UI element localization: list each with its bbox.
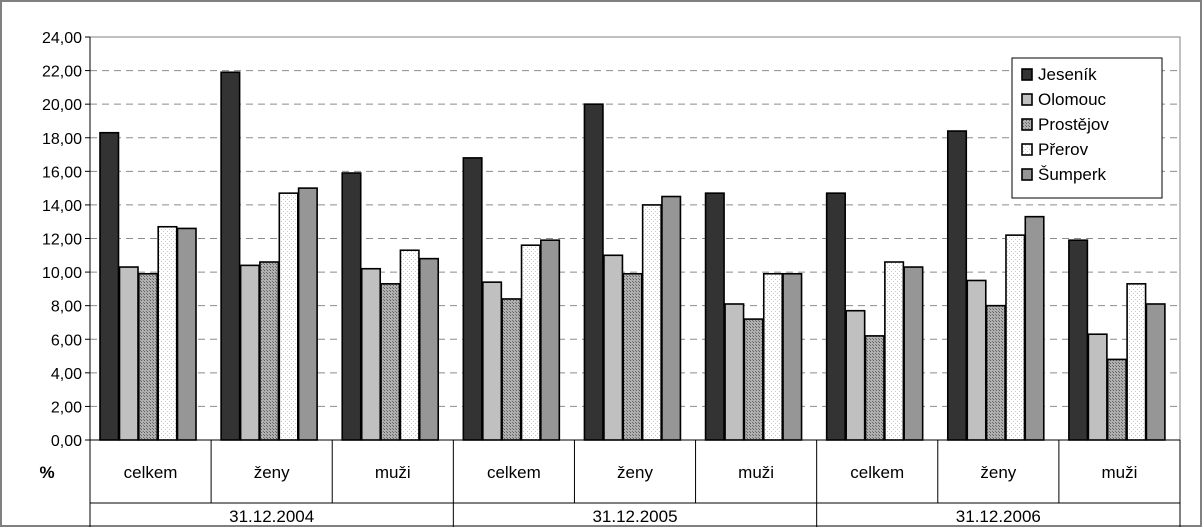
bar	[220, 71, 241, 441]
legend: Jeseník Olomouc Prostějov Přerov Šumperk	[1011, 57, 1163, 199]
bar	[297, 187, 318, 441]
bar	[884, 261, 905, 441]
bar	[1024, 215, 1045, 441]
bar	[259, 261, 280, 441]
bar	[704, 192, 725, 441]
bar	[603, 254, 624, 441]
y-tick-label: 8,00	[51, 299, 82, 316]
legend-swatch	[1021, 168, 1033, 181]
legend-swatch	[1021, 118, 1033, 131]
bar	[239, 264, 260, 441]
bar	[341, 172, 362, 441]
y-tick-label: 12,00	[42, 232, 82, 249]
bar	[622, 272, 643, 441]
bar	[903, 266, 924, 441]
legend-label: Přerov	[1038, 140, 1089, 159]
bar	[845, 309, 866, 441]
bar	[661, 195, 682, 441]
bar	[762, 272, 784, 441]
bar	[825, 192, 846, 441]
y-tick-label: 18,00	[42, 131, 82, 148]
bar	[782, 272, 803, 441]
x-category-label: muži	[375, 463, 411, 482]
x-category-label: muži	[738, 463, 774, 482]
x-axis-categories: celkem ženy muži celkem ženy muži celkem ženy mu…	[89, 440, 1181, 527]
legend-swatch	[1021, 68, 1033, 81]
bar	[743, 318, 764, 441]
bar	[946, 130, 968, 441]
y-tick-label: 16,00	[42, 164, 82, 181]
bar	[1145, 303, 1166, 441]
bar	[360, 267, 382, 441]
y-tick-label: 22,00	[42, 64, 82, 81]
x-group-label: 31.12.2006	[956, 507, 1041, 526]
legend-label: Šumperk	[1038, 165, 1107, 184]
bar	[520, 244, 541, 441]
bar	[966, 279, 987, 441]
bar	[864, 335, 885, 441]
x-group-label: 31.12.2004	[229, 507, 314, 526]
bar	[1126, 283, 1147, 441]
bar	[1068, 239, 1089, 441]
bar	[1087, 333, 1108, 441]
legend-label: Jeseník	[1038, 65, 1097, 84]
y-tick-label: 4,00	[51, 366, 82, 383]
x-category-label: celkem	[124, 463, 178, 482]
bar	[583, 103, 604, 441]
bar	[157, 225, 178, 441]
y-tick-label: 6,00	[51, 332, 82, 349]
x-category-label: ženy	[617, 463, 653, 482]
y-tick-label: 24,00	[42, 30, 82, 47]
bar	[501, 298, 522, 441]
bars	[99, 71, 1166, 441]
x-category-label: muži	[1101, 463, 1137, 482]
y-tick-label: 14,00	[42, 198, 82, 215]
legend-swatch	[1021, 143, 1033, 156]
bar	[462, 157, 483, 441]
bar	[118, 266, 139, 441]
bar	[176, 227, 197, 441]
y-tick-label: 0,00	[51, 433, 82, 450]
x-category-label: ženy	[980, 463, 1016, 482]
x-category-label: celkem	[850, 463, 904, 482]
bar	[1005, 234, 1026, 441]
bar	[482, 281, 503, 441]
bar	[724, 303, 745, 441]
bar	[99, 131, 120, 441]
legend-swatch	[1021, 93, 1033, 106]
bar	[278, 192, 299, 441]
y-tick-label: 10,00	[42, 265, 82, 282]
bar	[380, 283, 401, 441]
legend-box	[1011, 57, 1163, 199]
x-category-label: celkem	[487, 463, 541, 482]
bar	[418, 257, 440, 441]
x-category-label: ženy	[254, 463, 290, 482]
legend-label: Prostějov	[1038, 115, 1109, 134]
bar	[1106, 358, 1127, 441]
x-group-label: 31.12.2005	[592, 507, 677, 526]
y-tick-label: 2,00	[51, 399, 82, 416]
bar	[641, 204, 662, 441]
bar	[540, 239, 561, 441]
y-tick-label: 20,00	[42, 97, 82, 114]
bar	[399, 249, 420, 441]
unit-label: %	[39, 463, 54, 482]
bar	[138, 272, 159, 441]
bar	[985, 304, 1006, 441]
legend-label: Olomouc	[1038, 90, 1107, 109]
y-axis-tick-labels: 0,00 2,00 4,00 6,00 8,00 10,00 12,00 14,00 16,00…	[42, 30, 90, 450]
